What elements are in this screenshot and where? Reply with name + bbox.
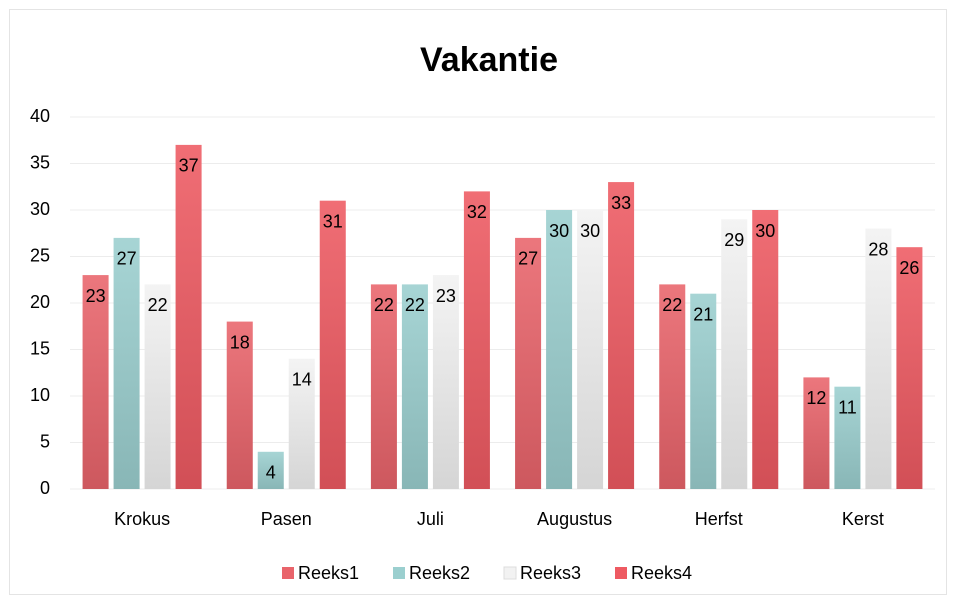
- legend-swatch: [282, 567, 294, 579]
- bar-shade: [690, 293, 717, 489]
- bar-shade: [82, 275, 109, 489]
- data-label: 27: [117, 249, 137, 269]
- data-label: 22: [662, 295, 682, 315]
- bar-shade: [515, 237, 542, 489]
- bar-shade: [896, 247, 923, 489]
- data-label: 30: [549, 221, 569, 241]
- data-label: 4: [266, 463, 276, 483]
- data-label: 11: [838, 397, 857, 417]
- data-label: 21: [693, 304, 713, 324]
- y-tick-label: 25: [30, 245, 50, 265]
- chart-title: Vakantie: [420, 41, 558, 79]
- y-tick-label: 30: [30, 199, 50, 219]
- data-label: 32: [467, 202, 487, 222]
- bar-shade: [319, 200, 346, 489]
- x-tick-label: Juli: [417, 509, 444, 529]
- bar-shade: [803, 377, 830, 489]
- legend-label: Reeks4: [631, 563, 692, 583]
- bar-shade: [144, 284, 171, 489]
- data-label: 27: [518, 249, 538, 269]
- legend-swatch: [393, 567, 405, 579]
- bar-shade: [288, 358, 315, 489]
- x-tick-label: Augustus: [537, 509, 612, 529]
- bar-shade: [175, 144, 202, 489]
- legend-label: Reeks2: [409, 563, 470, 583]
- data-label: 29: [724, 230, 744, 250]
- y-tick-label: 15: [30, 338, 50, 358]
- bar-shade: [401, 284, 428, 489]
- bar-shade: [659, 284, 686, 489]
- bar-shade: [721, 219, 748, 490]
- y-tick-label: 35: [30, 152, 50, 172]
- y-tick-label: 5: [40, 431, 50, 451]
- bar-shade: [113, 237, 140, 489]
- data-label: 33: [611, 193, 631, 213]
- legend-label: Reeks3: [520, 563, 581, 583]
- data-label: 22: [405, 295, 425, 315]
- bar-shade: [608, 182, 635, 489]
- data-label: 12: [806, 388, 826, 408]
- data-label: 28: [868, 239, 888, 259]
- bar-shade: [752, 210, 779, 489]
- data-label: 37: [179, 156, 199, 176]
- bar-shade: [432, 275, 459, 489]
- y-tick-label: 0: [40, 478, 50, 498]
- data-label: 26: [899, 258, 919, 278]
- bar-shade: [226, 321, 253, 489]
- x-tick-label: Krokus: [114, 509, 170, 529]
- data-label: 30: [580, 221, 600, 241]
- x-tick-label: Kerst: [842, 509, 884, 529]
- y-tick-label: 20: [30, 292, 50, 312]
- bar-shade: [370, 284, 397, 489]
- legend-swatch: [615, 567, 627, 579]
- bar-shade: [546, 210, 573, 489]
- data-label: 18: [230, 332, 250, 352]
- data-label: 14: [292, 370, 312, 390]
- bar-shade: [463, 191, 490, 489]
- bar-shade: [577, 210, 604, 489]
- data-label: 31: [323, 211, 343, 231]
- bar-shade: [834, 386, 861, 489]
- legend-label: Reeks1: [298, 563, 359, 583]
- y-tick-label: 10: [30, 385, 50, 405]
- bar-shade: [865, 228, 892, 489]
- legend-swatch: [503, 566, 517, 580]
- data-label: 22: [374, 295, 394, 315]
- x-tick-label: Herfst: [695, 509, 743, 529]
- x-tick-label: Pasen: [261, 509, 312, 529]
- data-label: 22: [148, 295, 168, 315]
- data-label: 23: [86, 286, 106, 306]
- y-tick-label: 40: [30, 106, 50, 126]
- bar-shade: [257, 451, 284, 489]
- data-label: 30: [755, 221, 775, 241]
- data-label: 23: [436, 286, 456, 306]
